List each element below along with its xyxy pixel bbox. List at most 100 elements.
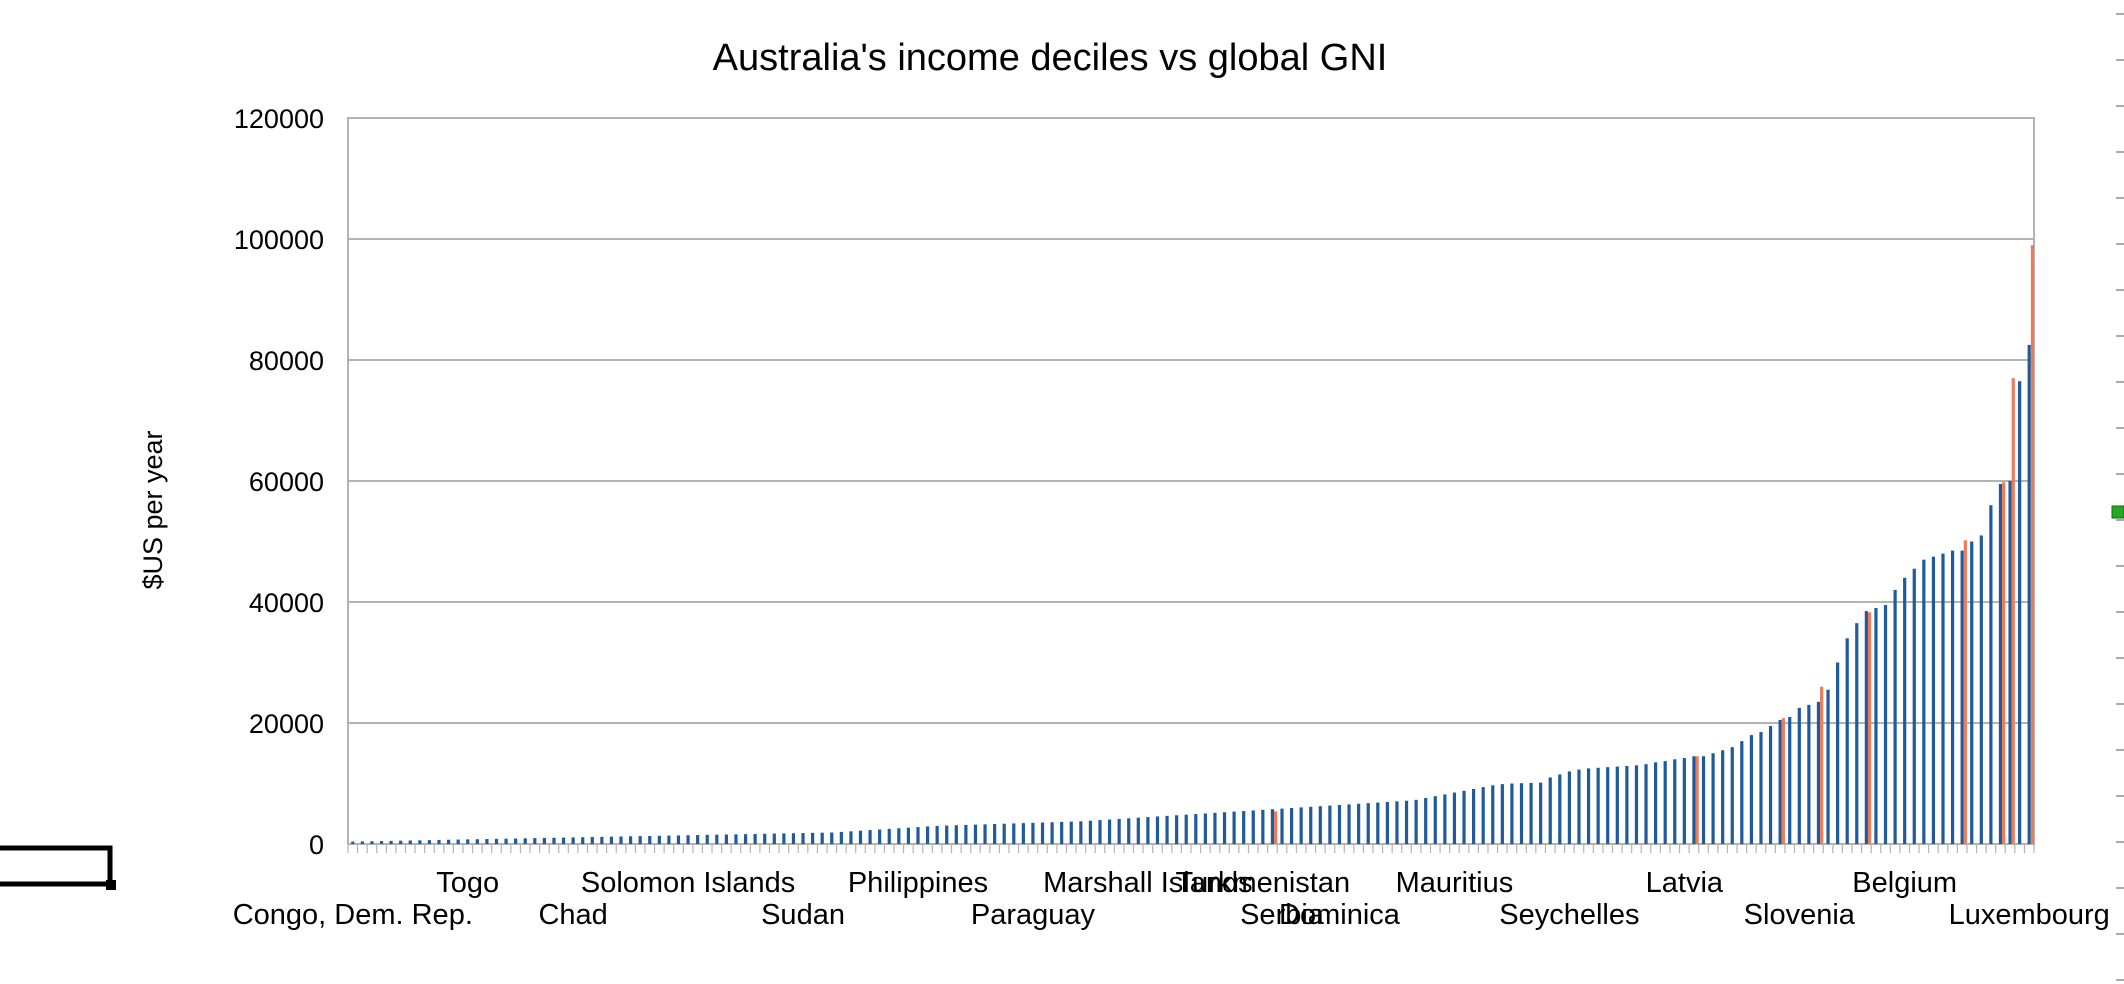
x-tick-labels: Togo Solomon Islands Philippines Marshall I…	[233, 867, 2110, 931]
bar	[1548, 777, 1552, 844]
selection-box-fragment	[0, 845, 113, 887]
bar	[1941, 553, 1945, 844]
bar	[1088, 820, 1093, 844]
bar	[839, 831, 843, 844]
bar	[1213, 812, 1217, 844]
bar-highlight	[1274, 811, 1278, 844]
bar	[1567, 771, 1571, 844]
bar-highlight	[1820, 686, 1824, 844]
y-tick-label: 100000	[234, 225, 324, 255]
bar	[619, 836, 623, 844]
bar	[1452, 792, 1457, 844]
bar	[1673, 759, 1677, 844]
bar	[1280, 808, 1284, 844]
bar	[897, 828, 901, 844]
bar	[906, 827, 910, 844]
bar	[954, 825, 958, 844]
bar	[590, 837, 594, 844]
x-category-label: Turkmenistan	[1176, 867, 1351, 899]
bar	[858, 830, 863, 844]
selection-handle	[106, 880, 116, 890]
bar	[2018, 381, 2022, 844]
bar	[1347, 804, 1351, 844]
bar	[1481, 787, 1485, 844]
x-category-label: Congo, Dem. Rep.	[233, 899, 473, 931]
bar	[830, 832, 834, 844]
bar	[1778, 719, 1782, 844]
bar	[753, 833, 757, 844]
bar	[983, 824, 987, 844]
bar	[1462, 790, 1466, 844]
bar	[1385, 801, 1389, 844]
bar-highlight	[2002, 482, 2006, 844]
bar	[1127, 818, 1131, 844]
bar	[1768, 726, 1773, 844]
bar	[1404, 800, 1409, 844]
bar	[1836, 662, 1840, 844]
bar	[1519, 783, 1524, 844]
bar	[1979, 535, 1983, 844]
bar	[1491, 785, 1495, 844]
bar	[1615, 766, 1619, 844]
bar	[1606, 767, 1610, 844]
bar	[1232, 811, 1236, 844]
bar-highlight	[2011, 378, 2015, 844]
bar-highlight	[1963, 540, 1967, 844]
bar	[782, 833, 786, 844]
bar	[1893, 589, 1897, 844]
bar	[1989, 505, 1993, 844]
bar	[1960, 550, 1964, 844]
bar	[1309, 806, 1313, 844]
x-category-label: Dominica	[1279, 899, 1401, 931]
bar	[1903, 577, 1907, 844]
bar	[379, 841, 384, 844]
bar	[629, 836, 633, 844]
bar	[1788, 716, 1792, 844]
x-category-label: Sudan	[761, 899, 845, 931]
bar	[1797, 707, 1801, 845]
x-category-label: Mauritius	[1396, 867, 1514, 899]
bar	[1261, 809, 1265, 844]
chart-title: Australia's income deciles vs global GNI	[713, 37, 1388, 79]
bar	[1366, 803, 1370, 844]
bar	[494, 838, 499, 844]
bar	[1251, 810, 1255, 844]
bar	[801, 833, 805, 844]
bar	[715, 834, 719, 844]
bar-highlight	[1867, 612, 1872, 844]
bar	[648, 835, 652, 844]
bars	[351, 245, 2035, 845]
bar	[1634, 765, 1639, 844]
bar	[1711, 753, 1715, 844]
bar	[743, 834, 748, 844]
y-tick-label: 0	[309, 830, 324, 860]
bar	[964, 824, 968, 844]
bar-highlight	[1695, 756, 1699, 844]
bar	[1510, 783, 1514, 844]
bar	[1558, 774, 1562, 844]
bar	[686, 835, 690, 844]
bar	[1165, 815, 1169, 844]
bar	[446, 839, 451, 844]
bar	[427, 840, 432, 844]
bar	[1826, 689, 1830, 844]
x-category-label: Slovenia	[1744, 899, 1856, 931]
bar	[418, 840, 422, 844]
bar	[696, 835, 700, 844]
bar	[1002, 823, 1006, 844]
bar-highlight	[2030, 245, 2035, 845]
bar	[724, 834, 728, 844]
bar	[1424, 798, 1428, 844]
bar	[1663, 761, 1667, 844]
bar	[1443, 794, 1447, 844]
bar	[571, 837, 575, 844]
bar	[1701, 756, 1706, 844]
bar	[1155, 816, 1160, 844]
bar	[638, 836, 642, 844]
bar	[1577, 769, 1581, 844]
bar	[456, 839, 460, 844]
bar	[1031, 822, 1035, 844]
bar	[763, 833, 767, 844]
x-tick-marks	[347, 844, 2035, 853]
